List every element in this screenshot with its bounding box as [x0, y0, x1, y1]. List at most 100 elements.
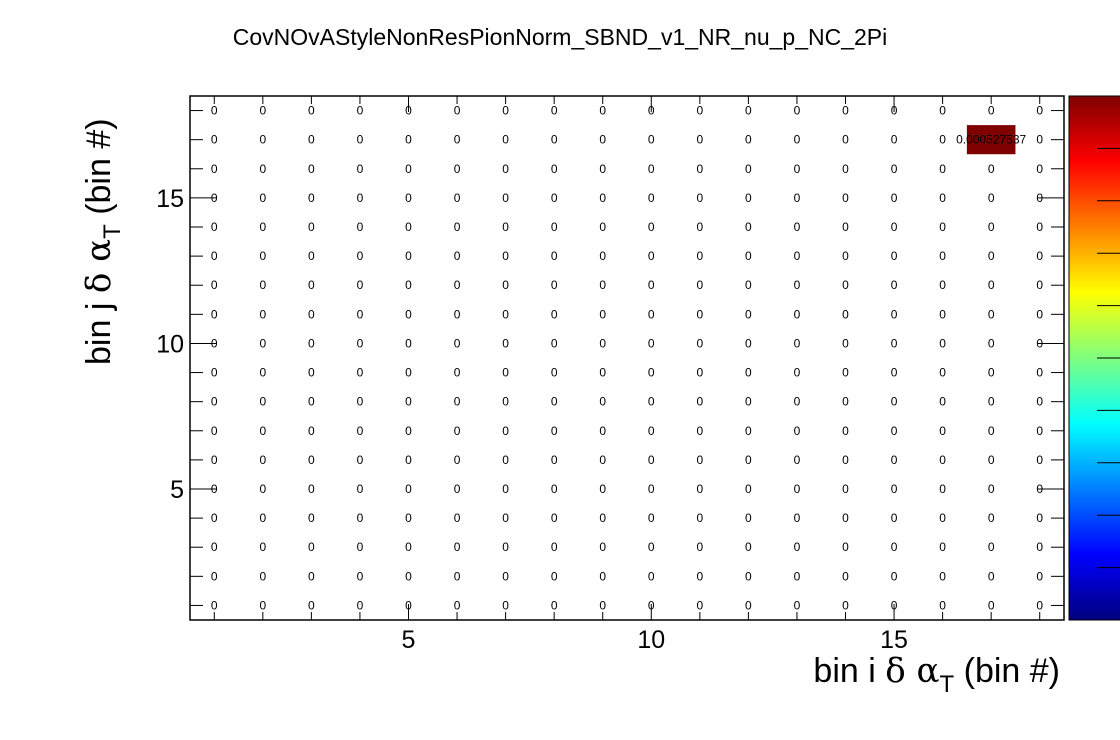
cell-value-label: 0 — [891, 336, 898, 350]
cell-value-label: 0 — [794, 511, 801, 525]
cell-value-label: 0 — [599, 278, 606, 292]
cell-value-label: 0 — [308, 366, 315, 380]
cell-value-label: 0 — [454, 424, 461, 438]
cell-value-label: 0 — [745, 453, 752, 467]
cell-value-label: 0 — [502, 133, 509, 147]
cell-value-label: 0 — [648, 569, 655, 583]
cell-value-label: 0 — [1036, 249, 1043, 263]
cell-value-label: 0 — [745, 395, 752, 409]
cell-value-label: 0 — [357, 336, 364, 350]
cell-value-label: 0 — [1036, 424, 1043, 438]
cell-value-label: 0 — [696, 191, 703, 205]
cell-value-label: 0 — [648, 366, 655, 380]
cell-value-label: 0 — [357, 366, 364, 380]
cell-value-label: 0 — [745, 278, 752, 292]
cell-value-label: 0 — [599, 249, 606, 263]
cell-value-label: 0 — [211, 249, 218, 263]
cell-value-label: 0 — [891, 395, 898, 409]
cell-value-label: 0 — [551, 336, 558, 350]
cell-value-label: 0 — [891, 511, 898, 525]
cell-value-label: 0 — [745, 307, 752, 321]
cell-value-label: 0 — [939, 220, 946, 234]
cell-value-label: 0 — [842, 598, 849, 612]
cell-value-label: 0 — [211, 307, 218, 321]
cell-value-label: 0 — [259, 598, 266, 612]
cell-value-label: 0 — [551, 482, 558, 496]
cell-value-label: 0 — [842, 104, 849, 118]
cell-value-label: 0 — [259, 336, 266, 350]
cell-value-label: 0 — [842, 540, 849, 554]
cell-value-label: 0 — [1036, 395, 1043, 409]
cell-value-label: 0 — [551, 366, 558, 380]
cell-value-label: 0 — [308, 191, 315, 205]
cell-value-label: 0 — [357, 395, 364, 409]
cell-value-label: 0 — [939, 366, 946, 380]
cell-value-label: 0 — [939, 191, 946, 205]
cell-value-label: 0 — [988, 569, 995, 583]
cell-value-label: 0 — [794, 162, 801, 176]
cell-value-label: 0 — [259, 249, 266, 263]
cell-value-label: 0 — [599, 366, 606, 380]
cell-value-label: 0 — [842, 162, 849, 176]
cell-value-label: 0 — [648, 249, 655, 263]
cell-value-label: 0 — [648, 540, 655, 554]
cell-value-label: 0 — [891, 453, 898, 467]
cell-value-label: 0 — [357, 511, 364, 525]
cell-value-label: 0 — [988, 424, 995, 438]
cell-value-label: 0 — [891, 162, 898, 176]
cell-value-label: 0 — [502, 191, 509, 205]
cell-value-label: 0 — [891, 366, 898, 380]
cell-value-label: 0 — [357, 278, 364, 292]
cell-value-label: 0 — [842, 424, 849, 438]
cell-value-label: 0 — [794, 482, 801, 496]
cell-value-label: 0 — [842, 220, 849, 234]
cell-value-label: 0 — [454, 162, 461, 176]
cell-value-label: 0 — [988, 191, 995, 205]
axis-ticks — [190, 96, 1064, 620]
cell-value-label: 0 — [842, 278, 849, 292]
cell-value-label: 0 — [939, 424, 946, 438]
cell-value-label: 0 — [648, 453, 655, 467]
cell-value-label: 0 — [308, 511, 315, 525]
cell-value-label: 0 — [551, 191, 558, 205]
cell-value-label: 0 — [939, 249, 946, 263]
cell-value-label: 0 — [308, 133, 315, 147]
cell-value-label: 0 — [551, 249, 558, 263]
cell-value-label: 0 — [696, 540, 703, 554]
cell-value-label: 0 — [502, 336, 509, 350]
cell-value-label: 0 — [551, 104, 558, 118]
cell-value-label: 0 — [357, 307, 364, 321]
cell-value-label: 0 — [551, 424, 558, 438]
cell-value-label: 0 — [648, 191, 655, 205]
cell-value-label: 0 — [745, 336, 752, 350]
cell-value-label: 0 — [1036, 220, 1043, 234]
cell-value-label: 0 — [891, 307, 898, 321]
cell-value-label: 0 — [211, 104, 218, 118]
cell-value-label: 0.000527537 — [956, 133, 1026, 147]
cell-value-label: 0 — [842, 366, 849, 380]
cell-value-label: 0 — [454, 104, 461, 118]
cell-value-label: 0 — [696, 220, 703, 234]
cell-value-label: 0 — [454, 366, 461, 380]
cell-value-label: 0 — [211, 366, 218, 380]
cell-value-label: 0 — [357, 133, 364, 147]
cell-value-label: 0 — [454, 540, 461, 554]
cell-value-label: 0 — [842, 569, 849, 583]
cell-value-label: 0 — [551, 511, 558, 525]
cell-value-label: 0 — [405, 511, 412, 525]
cell-value-label: 0 — [599, 598, 606, 612]
cell-value-label: 0 — [891, 424, 898, 438]
cell-value-label: 0 — [1036, 569, 1043, 583]
cell-value-label: 0 — [696, 162, 703, 176]
cell-value-label: 0 — [939, 511, 946, 525]
cell-value-label: 0 — [696, 598, 703, 612]
cell-value-label: 0 — [502, 220, 509, 234]
x-tick-label: 10 — [637, 626, 665, 654]
cell-value-label: 0 — [1036, 453, 1043, 467]
cell-value-label: 0 — [211, 162, 218, 176]
cell-value-label: 0 — [308, 220, 315, 234]
cell-value-label: 0 — [454, 249, 461, 263]
cell-value-label: 0 — [745, 104, 752, 118]
cell-value-label: 0 — [502, 249, 509, 263]
cell-value-label: 0 — [745, 249, 752, 263]
